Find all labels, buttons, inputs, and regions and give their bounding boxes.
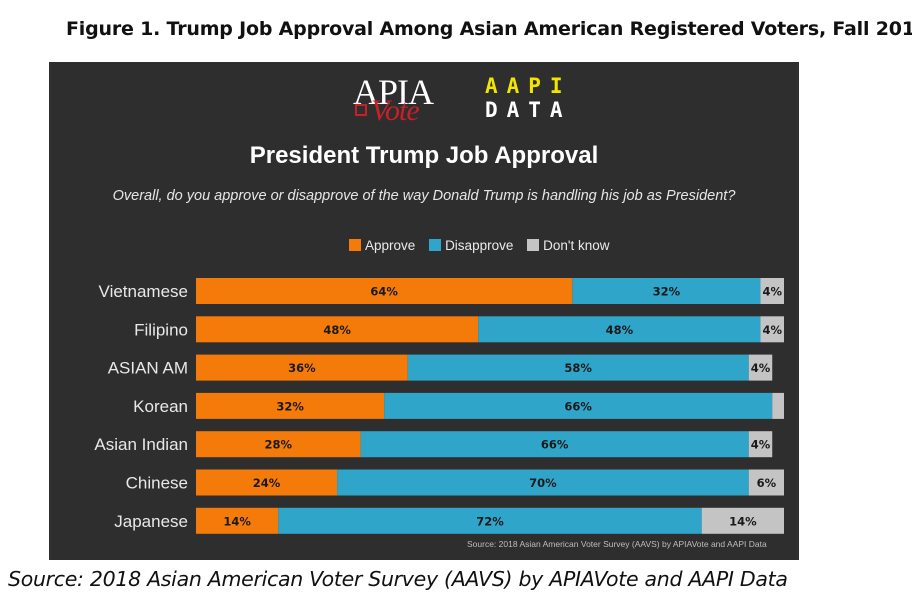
data-label-don-t-know-chinese: 6% <box>757 476 777 490</box>
category-label-korean: Korean <box>133 397 188 416</box>
bar-disapprove-chinese <box>337 469 749 496</box>
bar-don-t-know-vietnamese <box>760 278 784 304</box>
category-label-japanese: Japanese <box>114 512 188 531</box>
bar-approve-vietnamese <box>196 278 573 304</box>
bar-don-t-know-asian-am <box>748 354 773 381</box>
bar-approve-asian-indian <box>196 431 361 458</box>
data-label-disapprove-asian-am: 58% <box>564 361 592 375</box>
legend-label: Approve <box>365 238 416 253</box>
bar-approve-filipino <box>196 316 479 343</box>
data-label-approve-asian-am: 36% <box>288 361 316 375</box>
chart-panel: APIA Vote AAPI DATA President Trump Job … <box>49 62 799 560</box>
bar-don-t-know-chinese <box>748 469 784 496</box>
aapi-data-logo: AAPI DATA <box>485 74 591 124</box>
bar-approve-chinese <box>196 469 338 496</box>
category-label-asian-am: ASIAN AM <box>108 359 188 378</box>
chart-source-note: Source: 2018 Asian American Voter Survey… <box>467 539 767 549</box>
data-label-don-t-know-asian-indian: 4% <box>751 438 771 452</box>
data-label-approve-japanese: 14% <box>223 514 251 528</box>
aapi-logo-line: AAPI <box>485 74 572 98</box>
category-label-chinese: Chinese <box>126 474 188 493</box>
bar-don-t-know-korean <box>772 392 784 419</box>
data-label-approve-filipino: 48% <box>323 323 351 337</box>
legend-label: Don't know <box>543 238 610 253</box>
data-label-disapprove-vietnamese: 32% <box>653 285 681 299</box>
legend-swatch-dont-know <box>527 239 540 251</box>
chart-title: President Trump Job Approval <box>249 142 599 169</box>
legend-item-disapprove: Disapprove <box>429 238 513 253</box>
data-logo-line: DATA <box>485 98 572 122</box>
data-label-disapprove-korean: 66% <box>564 399 592 413</box>
checkbox-icon <box>355 104 367 116</box>
chart-subtitle: Overall, do you approve or disapprove of… <box>112 188 736 204</box>
vote-logo-text: Vote <box>371 94 420 127</box>
bar-disapprove-asian-am <box>407 354 749 381</box>
category-label-filipino: Filipino <box>134 320 188 339</box>
category-label-vietnamese: Vietnamese <box>99 282 188 301</box>
bar-disapprove-korean <box>384 392 773 419</box>
legend: Approve Disapprove Don't know <box>349 238 620 256</box>
data-label-don-t-know-japanese: 14% <box>729 514 757 528</box>
bar-disapprove-asian-indian <box>360 431 749 458</box>
data-label-disapprove-filipino: 48% <box>606 323 634 337</box>
legend-label: Disapprove <box>445 238 514 253</box>
data-label-disapprove-chinese: 70% <box>529 476 557 490</box>
bar-approve-asian-am <box>196 354 408 381</box>
data-label-approve-asian-indian: 28% <box>265 438 293 452</box>
data-label-don-t-know-vietnamese: 4% <box>762 285 782 299</box>
data-label-disapprove-asian-indian: 66% <box>541 438 569 452</box>
data-label-approve-korean: 32% <box>276 399 304 413</box>
figure-source: Source: 2018 Asian American Voter Survey… <box>8 567 788 591</box>
bar-disapprove-japanese <box>278 507 702 534</box>
legend-item-approve: Approve <box>349 238 415 253</box>
category-label-asian-indian: Asian Indian <box>94 435 188 454</box>
data-label-approve-chinese: 24% <box>253 476 281 490</box>
figure-title: Figure 1. Trump Job Approval Among Asian… <box>66 18 912 40</box>
bar-disapprove-vietnamese <box>572 278 761 304</box>
bar-approve-japanese <box>196 507 279 534</box>
data-label-don-t-know-filipino: 4% <box>762 323 782 337</box>
legend-swatch-disapprove <box>429 239 442 251</box>
data-label-don-t-know-asian-am: 4% <box>751 361 771 375</box>
bar-don-t-know-filipino <box>760 316 784 343</box>
bar-disapprove-filipino <box>478 316 761 343</box>
legend-swatch-approve <box>349 239 361 251</box>
data-label-disapprove-japanese: 72% <box>476 514 504 528</box>
bar-approve-korean <box>196 392 385 419</box>
legend-item-dont-know: Don't know <box>527 238 610 253</box>
bar-chart: Vietnamese 64% 32% 4% Filipino 48% 48% 4% ASIAN … <box>94 278 784 534</box>
data-label-approve-vietnamese: 64% <box>370 285 398 299</box>
apiavote-logo: APIA Vote <box>353 74 453 126</box>
bar-don-t-know-japanese <box>701 507 784 534</box>
bar-don-t-know-asian-indian <box>748 431 773 458</box>
